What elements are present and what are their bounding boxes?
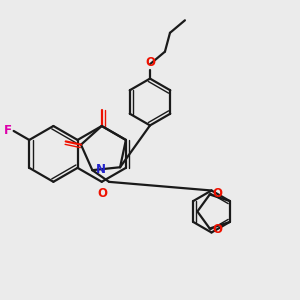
Text: O: O [213, 223, 223, 236]
Text: O: O [213, 187, 223, 200]
Text: F: F [4, 124, 12, 137]
Text: N: N [96, 163, 106, 176]
Text: O: O [145, 56, 155, 69]
Text: O: O [97, 187, 107, 200]
